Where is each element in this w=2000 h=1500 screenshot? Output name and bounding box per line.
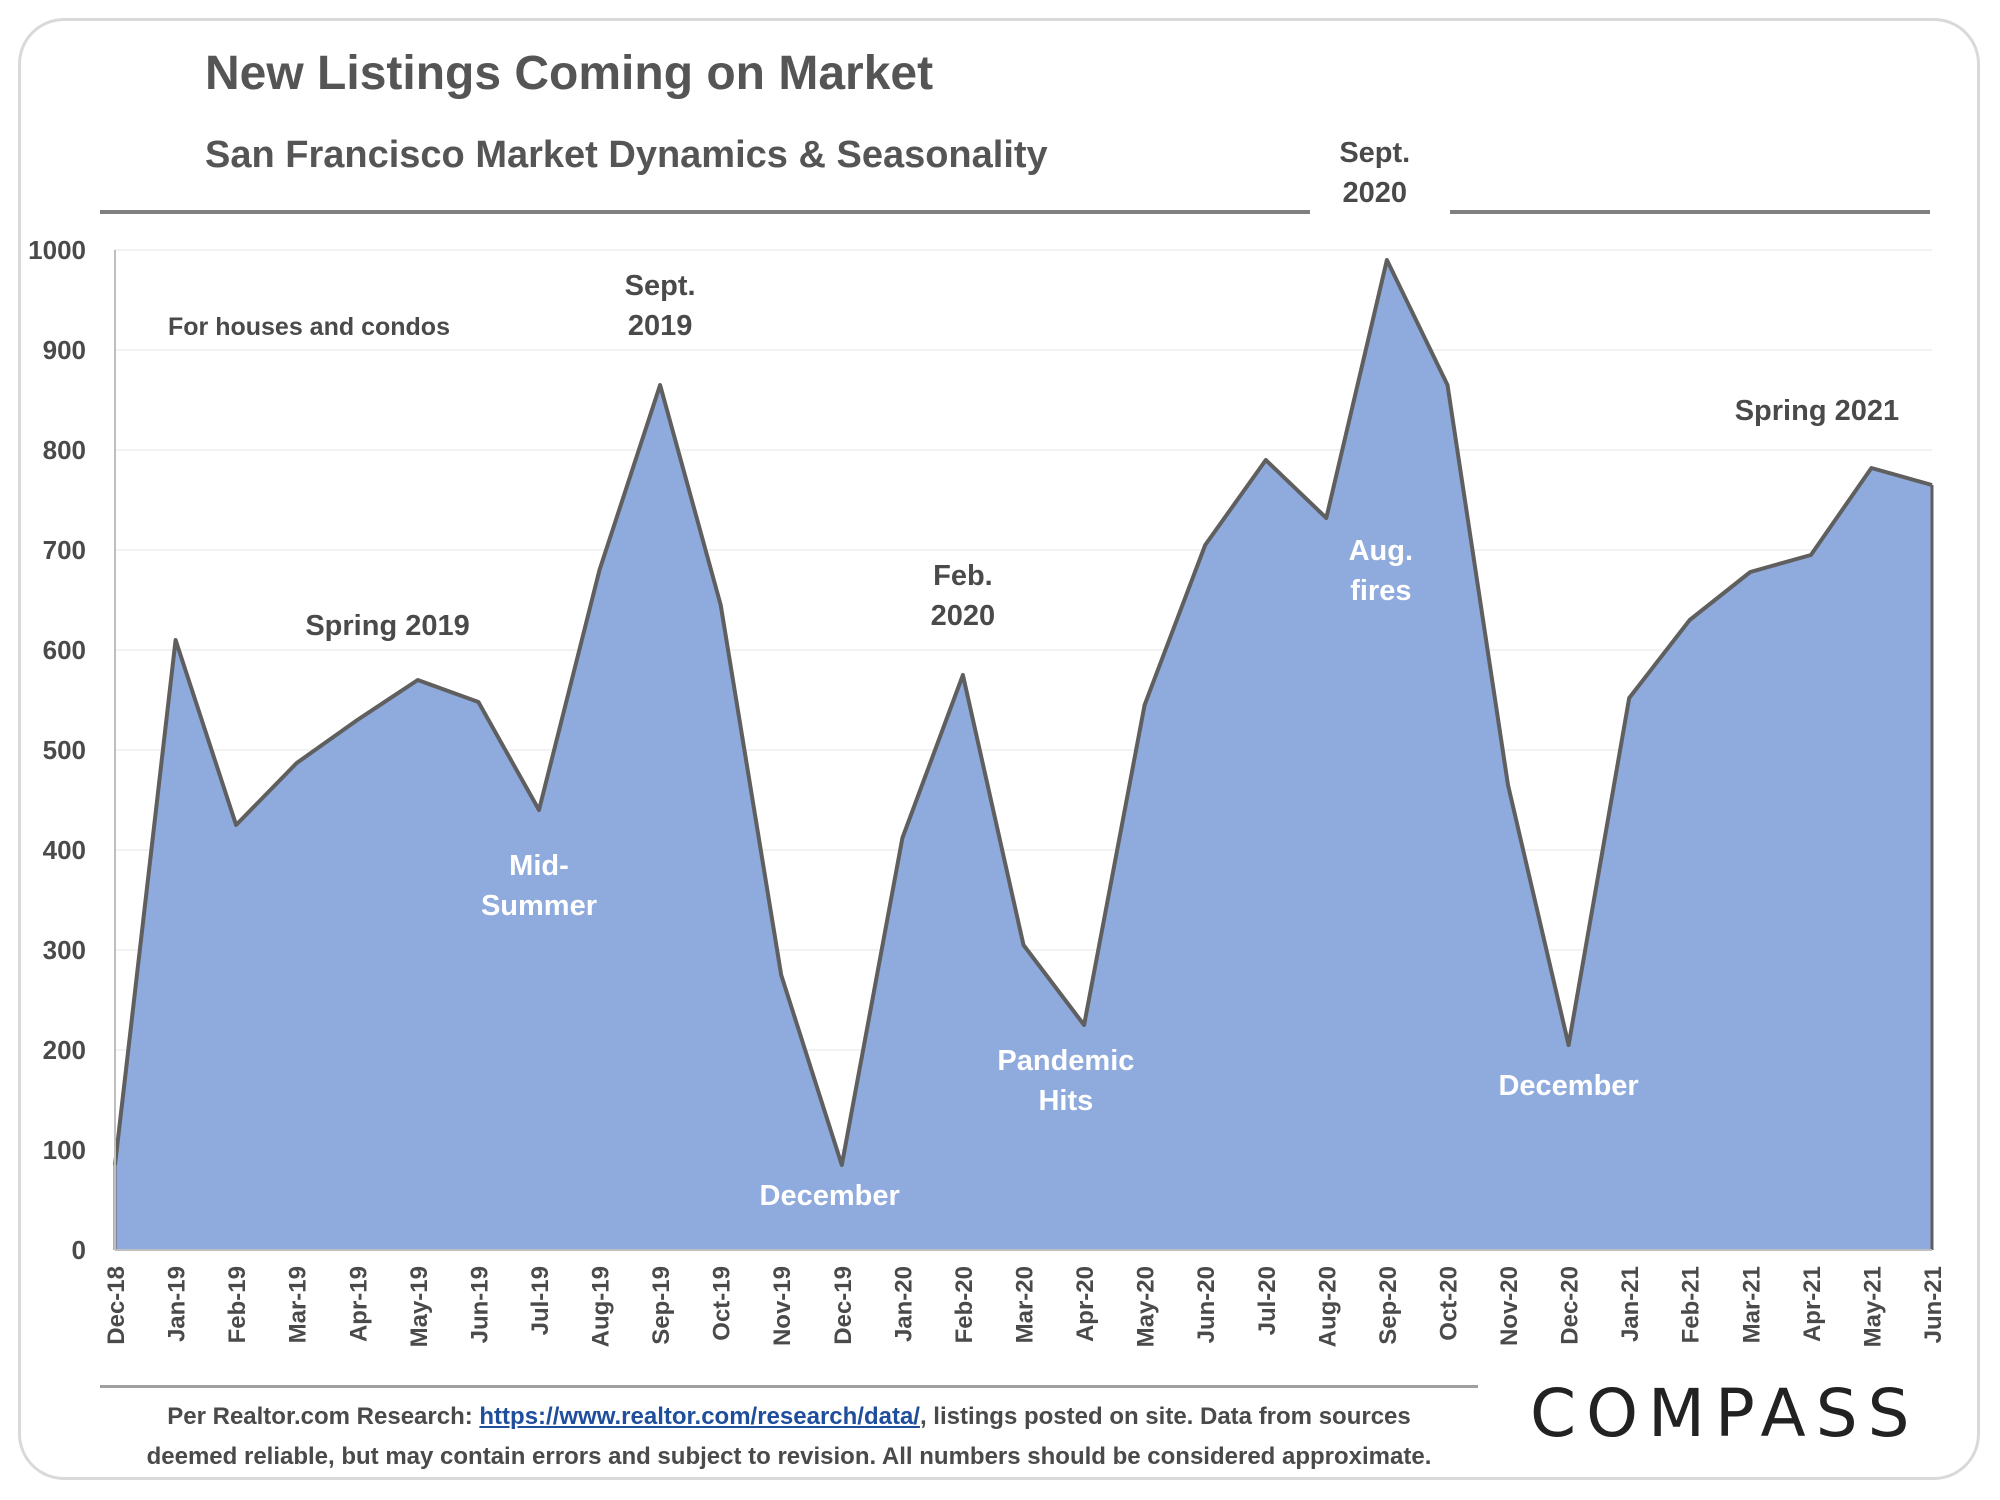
annotation-line: Aug.	[1349, 535, 1413, 567]
area-series	[113, 258, 1934, 1250]
x-tick-label: Apr-21	[1799, 1266, 1826, 1342]
y-tick-label: 200	[43, 1035, 86, 1065]
header-rule-right	[1450, 210, 1930, 214]
x-tick-label: Sep-19	[648, 1266, 675, 1345]
x-tick-label: Feb-20	[951, 1266, 978, 1343]
annotation-line: Hits	[1038, 1085, 1093, 1117]
x-tick-label: Jun-21	[1920, 1266, 1947, 1343]
y-tick-label: 400	[43, 835, 86, 865]
y-tick-label: 900	[43, 335, 86, 365]
annotations: Spring 2019 Sept. 2019 Mid- Summer December Fe…	[305, 137, 1899, 1212]
x-tick-label: Dec-19	[830, 1266, 857, 1345]
annotation-line: Spring 2019	[305, 610, 469, 642]
x-tick-label: Feb-21	[1678, 1266, 1705, 1343]
x-tick-label: Apr-20	[1072, 1266, 1099, 1342]
annotation-line: Summer	[481, 890, 597, 922]
x-tick-label: Mar-20	[1012, 1266, 1039, 1343]
x-tick-label: Aug-19	[588, 1266, 615, 1347]
chart-annotation: Sept. 2019	[625, 270, 696, 342]
annotation-line: 2019	[628, 310, 693, 342]
x-tick-label: Mar-19	[285, 1266, 312, 1343]
source-link[interactable]: https://www.realtor.com/research/data/	[479, 1403, 920, 1430]
header-rule-left	[100, 210, 1310, 214]
annotation-line: Feb.	[933, 560, 993, 592]
footnote-line2: deemed reliable, but may contain errors …	[146, 1443, 1432, 1470]
axes	[114, 250, 1932, 1251]
x-tick-label: May-19	[406, 1266, 433, 1347]
area-outline	[113, 258, 1933, 1167]
footer-rule	[100, 1385, 1478, 1388]
y-tick-label: 300	[43, 935, 86, 965]
x-tick-label: Feb-19	[224, 1266, 251, 1343]
chart-annotation: Aug. fires	[1349, 535, 1413, 607]
y-tick-label: 800	[43, 435, 86, 465]
compass-logo: COMPASS	[1530, 1375, 1920, 1452]
chart-annotation: December	[1498, 1070, 1638, 1102]
x-tick-label: Aug-20	[1314, 1266, 1341, 1347]
x-tick-label: Nov-19	[769, 1266, 796, 1346]
x-tick-label: Oct-19	[709, 1266, 736, 1341]
chart-annotation: Feb. 2020	[931, 560, 996, 632]
x-tick-label: Oct-20	[1435, 1266, 1462, 1341]
y-tick-label: 700	[43, 535, 86, 565]
x-tick-label: Dec-20	[1557, 1266, 1584, 1345]
x-tick-label: Apr-19	[345, 1266, 372, 1342]
y-tick-label: 0	[72, 1235, 86, 1265]
x-tick-label: Jan-19	[164, 1266, 191, 1342]
annotation-line: December	[760, 1180, 900, 1212]
x-tick-label: May-20	[1133, 1266, 1160, 1347]
annotation-line: Sept.	[625, 270, 696, 302]
chart-title: New Listings Coming on Market	[205, 47, 934, 100]
chart-annotation: Pandemic Hits	[997, 1045, 1134, 1117]
footnote-prefix: Per Realtor.com Research:	[167, 1403, 480, 1430]
x-tick-labels: Dec-18 Jan-19 Feb-19 Mar-19 Apr-19 May-19 Jun-…	[103, 1266, 1947, 1347]
chart-annotation: Sept. 2020	[1339, 137, 1410, 209]
source-footnote: Per Realtor.com Research: https://www.re…	[100, 1397, 1478, 1477]
annotation-line: 2020	[1343, 177, 1408, 209]
area-fill	[115, 260, 1932, 1250]
x-tick-label: Jan-20	[890, 1266, 917, 1342]
x-tick-label: Jun-19	[466, 1266, 493, 1343]
chart-note: For houses and condos	[168, 313, 450, 341]
chart-annotation: Spring 2021	[1735, 395, 1899, 427]
x-tick-label: May-21	[1859, 1266, 1886, 1347]
x-tick-label: Sep-20	[1375, 1266, 1402, 1345]
chart-annotation: December	[760, 1180, 900, 1212]
chart-annotation: Spring 2019	[305, 610, 469, 642]
annotation-line: Sept.	[1339, 137, 1410, 169]
x-tick-label: Mar-21	[1738, 1266, 1765, 1343]
annotation-line: Pandemic	[997, 1045, 1134, 1077]
annotation-line: December	[1498, 1070, 1638, 1102]
annotation-line: Mid-	[509, 850, 569, 882]
x-tick-label: Nov-20	[1496, 1266, 1523, 1346]
x-tick-label: Jul-20	[1254, 1266, 1281, 1335]
annotation-line: 2020	[931, 600, 996, 632]
y-tick-label: 100	[43, 1135, 86, 1165]
chart-frame	[18, 18, 1980, 1480]
annotation-line: Spring 2021	[1735, 395, 1899, 427]
x-tick-label: Jun-20	[1193, 1266, 1220, 1343]
y-tick-label: 1000	[28, 235, 86, 265]
annotation-line: fires	[1350, 575, 1411, 607]
x-tick-label: Dec-18	[103, 1266, 130, 1345]
chart-annotation: Mid- Summer	[481, 850, 597, 922]
y-tick-label: 600	[43, 635, 86, 665]
chart-subtitle: San Francisco Market Dynamics & Seasonal…	[205, 134, 1048, 176]
x-tick-label: Jul-19	[527, 1266, 554, 1335]
y-tick-label: 500	[43, 735, 86, 765]
y-tick-labels: 0 100 200 300 400 500 600 700 800 900 1000	[28, 235, 86, 1265]
footnote-suffix: , listings posted on site. Data from sou…	[919, 1403, 1411, 1430]
x-tick-label: Jan-21	[1617, 1266, 1644, 1342]
